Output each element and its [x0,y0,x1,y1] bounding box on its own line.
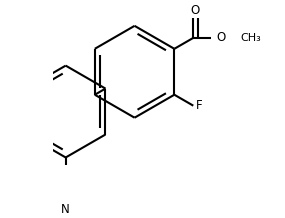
Text: O: O [216,31,225,44]
Text: CH₃: CH₃ [240,33,261,43]
Text: O: O [191,4,200,17]
Text: F: F [196,99,202,112]
Text: N: N [61,203,70,216]
